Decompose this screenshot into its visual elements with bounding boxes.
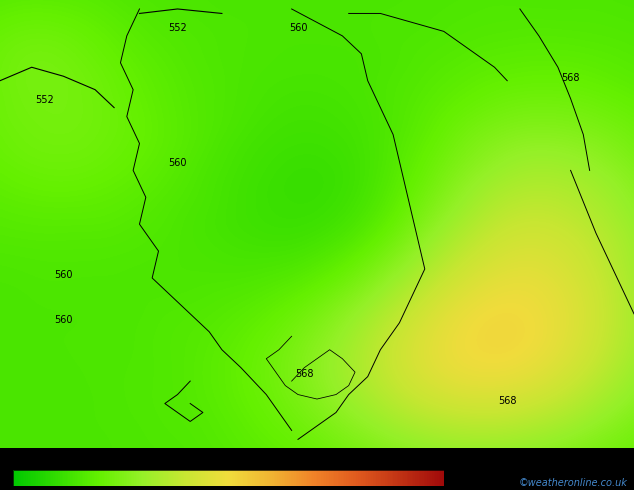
Text: 560: 560	[54, 270, 73, 280]
Text: 560: 560	[168, 158, 187, 168]
Text: Height 500 hPa Spread mean+σ [gpdm]  ECMWF   Fr 31-05-2024 06:00 UTC (12+66): Height 500 hPa Spread mean+σ [gpdm] ECMW…	[6, 457, 481, 466]
Text: 552: 552	[35, 95, 54, 105]
Text: 568: 568	[561, 73, 580, 83]
Text: 560: 560	[288, 24, 307, 33]
Text: 560: 560	[54, 315, 73, 325]
Text: ©weatheronline.co.uk: ©weatheronline.co.uk	[519, 478, 628, 488]
Text: 552: 552	[168, 24, 187, 33]
Text: 568: 568	[295, 368, 314, 379]
Text: 568: 568	[498, 395, 517, 406]
